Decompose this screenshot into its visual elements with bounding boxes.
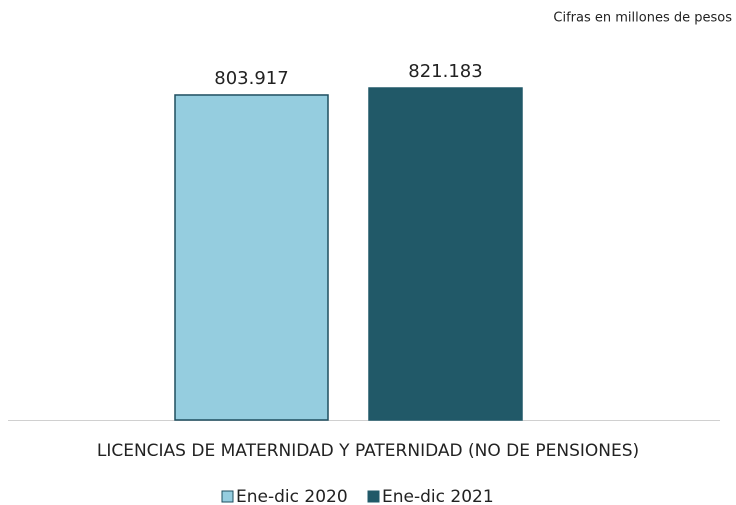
legend-swatch: [221, 490, 234, 503]
value-label: 821.183: [408, 61, 482, 82]
chart-subtitle: Cifras en millones de pesos: [553, 11, 732, 26]
legend-label: Ene-dic 2021: [382, 487, 494, 505]
legend-swatch: [367, 490, 380, 503]
bar: [174, 94, 329, 421]
category-label: LICENCIAS DE MATERNIDAD Y PATERNIDAD (NO…: [97, 441, 639, 461]
value-label: 803.917: [214, 68, 288, 89]
legend-label: Ene-dic 2020: [236, 487, 348, 505]
bar: [368, 87, 523, 421]
